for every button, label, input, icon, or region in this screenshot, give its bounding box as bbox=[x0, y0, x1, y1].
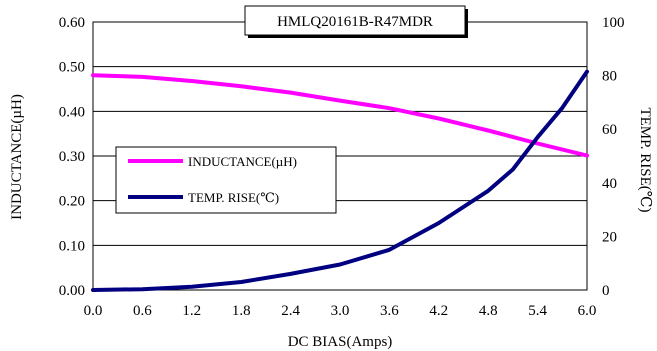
x-tick-label: 0.0 bbox=[84, 303, 103, 319]
left-y-tick-label: 0.30 bbox=[59, 149, 85, 165]
right-y-tick-label: 80 bbox=[602, 69, 617, 85]
left-y-tick-label: 0.20 bbox=[59, 194, 85, 210]
legend-label-inductance: INDUCTANCE(µH) bbox=[188, 154, 297, 169]
left-y-tick-label: 0.50 bbox=[59, 60, 85, 76]
x-tick-label: 3.0 bbox=[331, 303, 350, 319]
left-y-tick-label: 0.00 bbox=[59, 283, 85, 299]
left-y-tick-labels: 0.00 0.10 0.20 0.30 0.40 0.50 0.60 bbox=[59, 15, 85, 299]
legend-label-temp-rise: TEMP. RISE(℃) bbox=[188, 190, 279, 205]
left-y-axis-label: INDUCTANCE(µH) bbox=[9, 94, 25, 220]
x-tick-label: 1.8 bbox=[232, 303, 251, 319]
x-tick-labels: 0.0 0.6 1.2 1.8 2.4 3.0 3.6 4.2 4.8 5.4 6.0 bbox=[84, 303, 597, 319]
right-y-axis-label: TEMP. RISE(℃) bbox=[637, 107, 653, 212]
title-shadow-bottom bbox=[248, 35, 468, 38]
right-y-tick-labels: 0 20 40 60 80 100 bbox=[602, 15, 625, 299]
x-tick-label: 2.4 bbox=[281, 303, 300, 319]
x-tick-label: 0.6 bbox=[133, 303, 152, 319]
left-y-tick-label: 0.10 bbox=[59, 238, 85, 254]
x-tick-label: 1.2 bbox=[182, 303, 201, 319]
x-tick-label: 3.6 bbox=[380, 303, 399, 319]
title-shadow bbox=[465, 9, 468, 38]
inductance-series-line bbox=[91, 73, 589, 158]
legend-frame bbox=[115, 146, 337, 214]
right-y-tick-label: 60 bbox=[602, 122, 617, 138]
right-y-tick-label: 20 bbox=[602, 229, 617, 245]
series-lines bbox=[91, 69, 589, 292]
x-tick-label: 5.4 bbox=[528, 303, 547, 319]
right-y-tick-label: 100 bbox=[602, 15, 625, 31]
left-y-tick-label: 0.40 bbox=[59, 104, 85, 120]
x-tick-label: 4.8 bbox=[479, 303, 498, 319]
right-y-tick-label: 0 bbox=[602, 283, 610, 299]
left-y-tick-label: 0.60 bbox=[59, 15, 85, 31]
x-axis-label: DC BIAS(Amps) bbox=[288, 334, 393, 350]
chart-title: HMLQ20161B-R47MDR bbox=[277, 14, 433, 30]
x-tick-label: 4.2 bbox=[429, 303, 448, 319]
temp-rise-series-line bbox=[91, 69, 589, 292]
legend: INDUCTANCE(µH) TEMP. RISE(℃) bbox=[115, 146, 337, 214]
right-y-tick-label: 40 bbox=[602, 176, 617, 192]
x-tick-label: 6.0 bbox=[578, 303, 597, 319]
chart-title-box: HMLQ20161B-R47MDR bbox=[244, 5, 468, 38]
